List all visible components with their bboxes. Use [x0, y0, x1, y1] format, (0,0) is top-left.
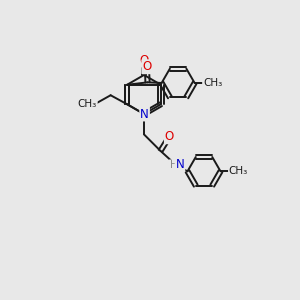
Text: H: H [169, 160, 177, 170]
Text: N: N [140, 107, 149, 121]
Text: O: O [140, 53, 148, 67]
Text: CH₃: CH₃ [78, 99, 97, 109]
Text: CH₃: CH₃ [229, 166, 248, 176]
Text: O: O [165, 130, 174, 143]
Text: N: N [176, 158, 184, 171]
Text: O: O [142, 60, 152, 73]
Text: CH₃: CH₃ [203, 78, 222, 88]
